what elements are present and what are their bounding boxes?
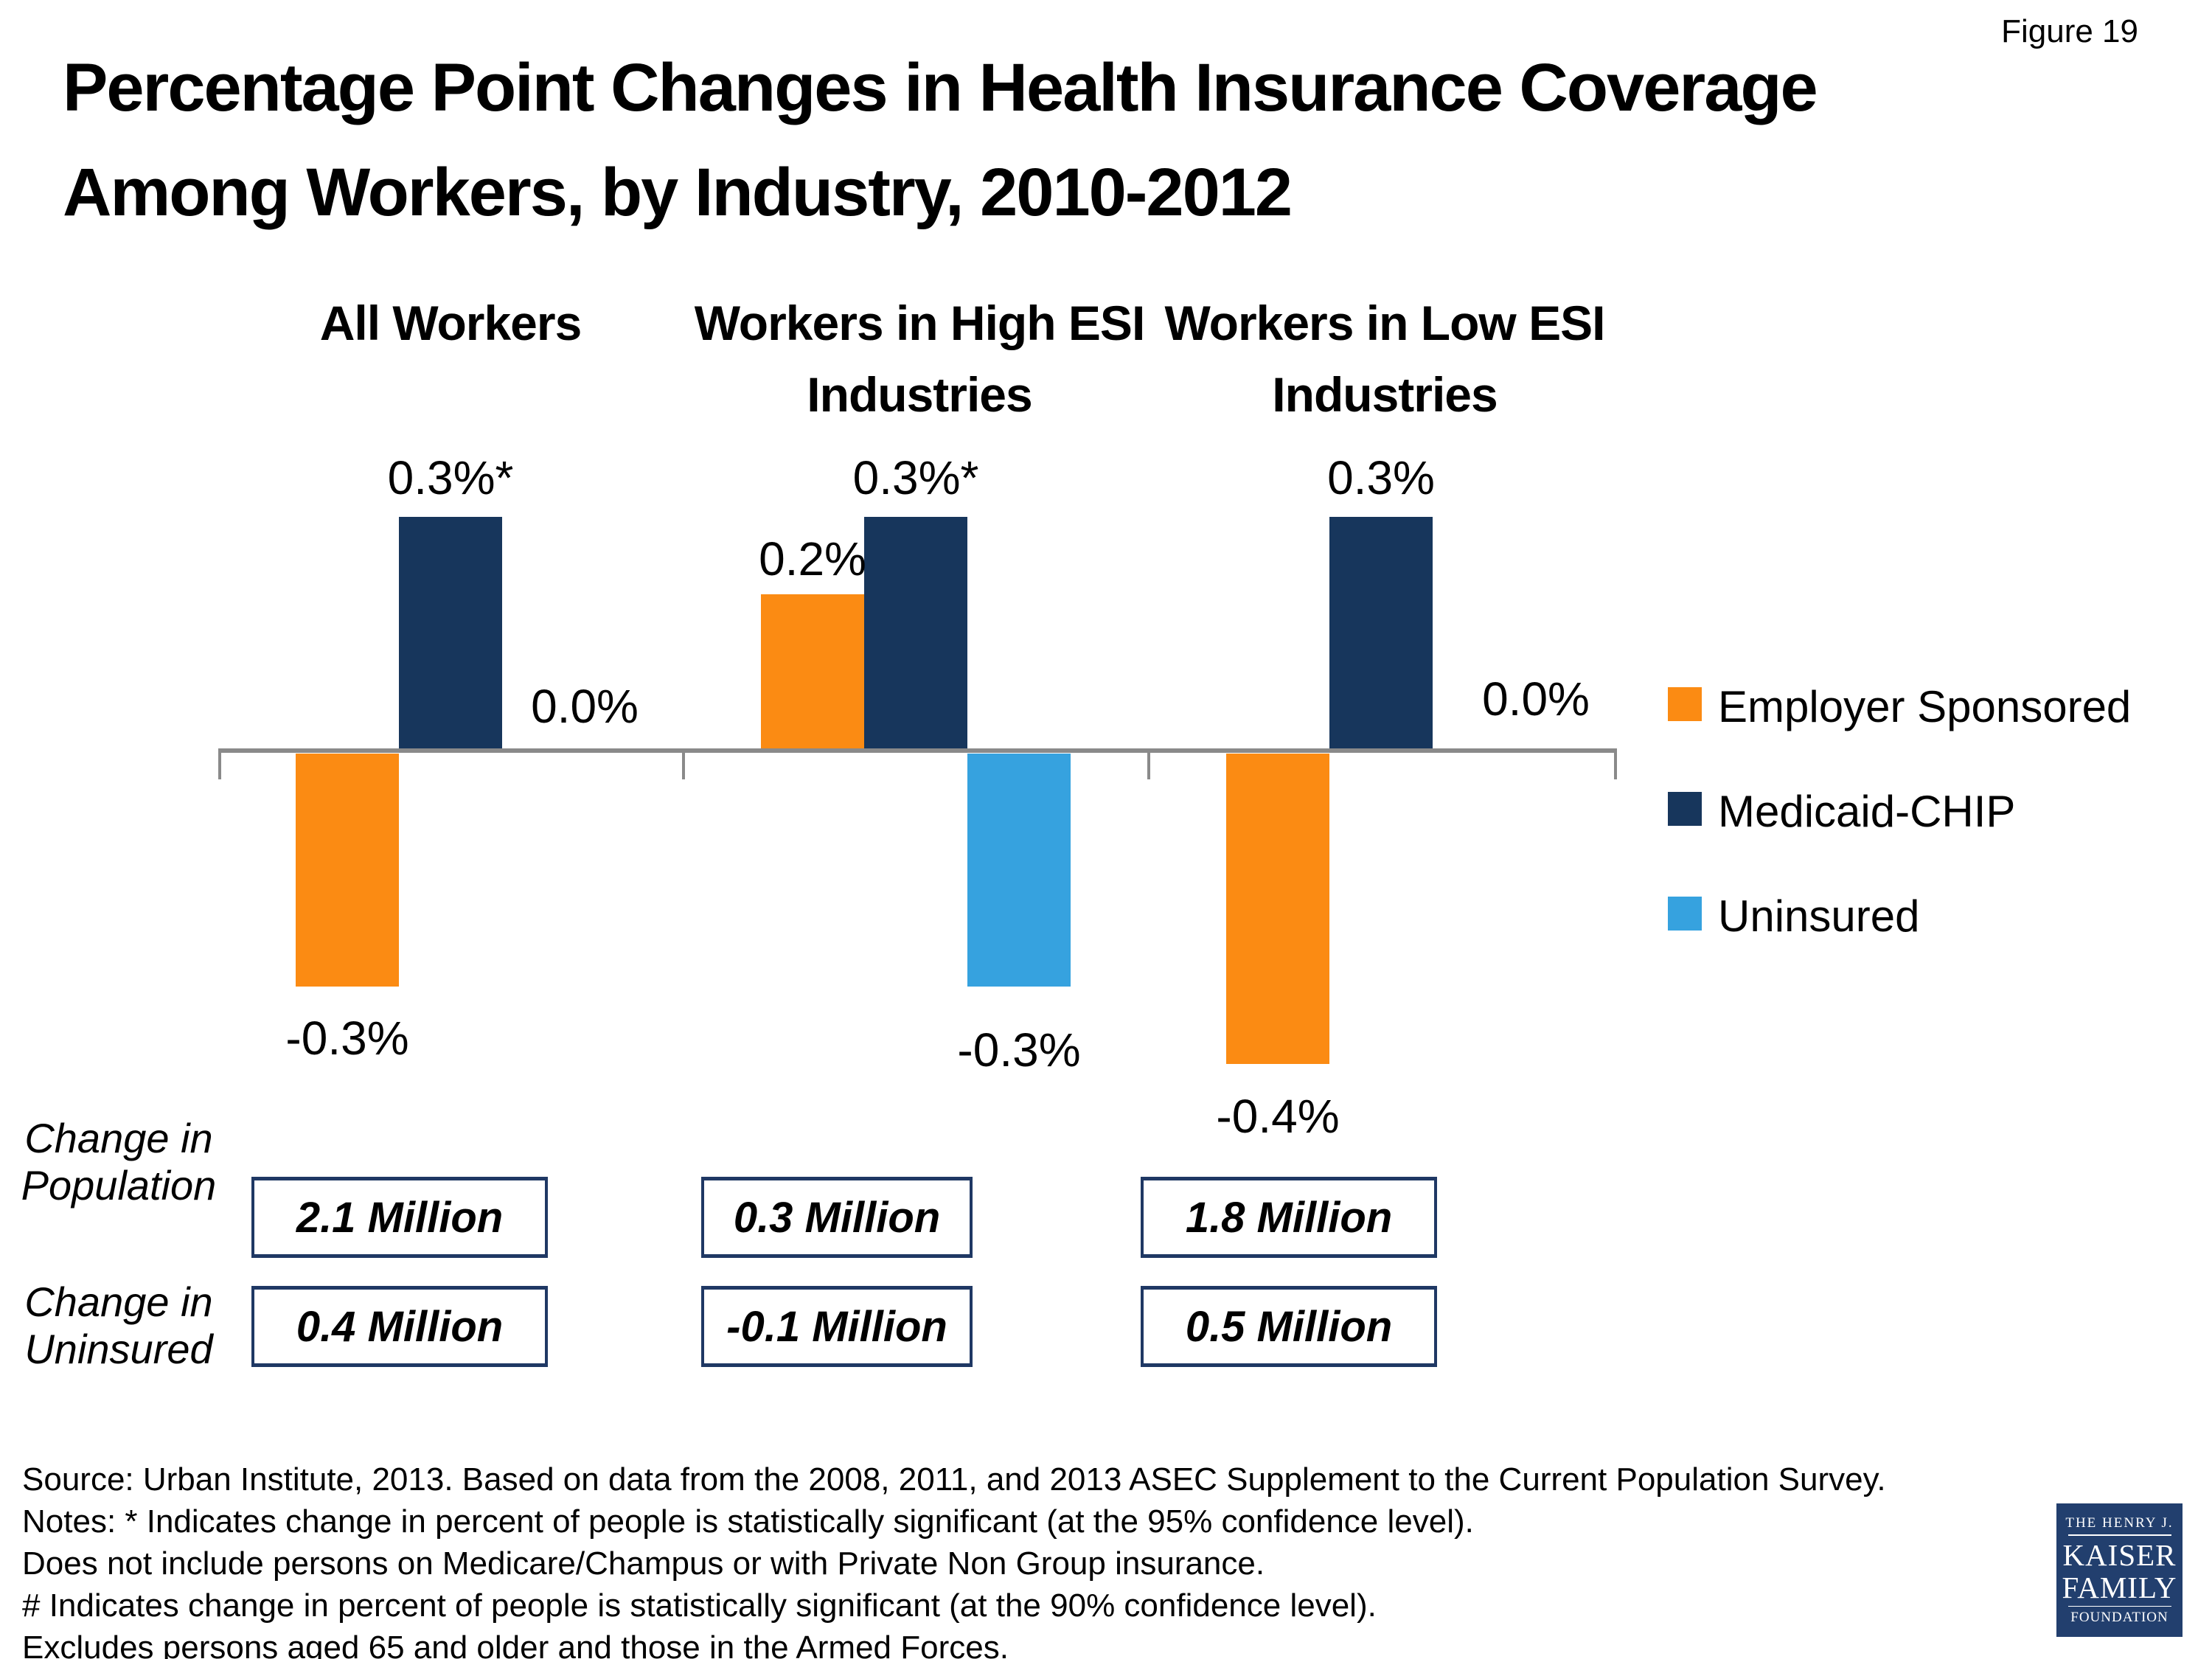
axis-tick: [1614, 753, 1617, 779]
legend-label: Medicaid-CHIP: [1718, 787, 2016, 836]
logo-bottom-text: FOUNDATION: [2070, 1609, 2168, 1625]
value-label-medicaid-all: 0.3%*: [387, 451, 514, 504]
row-label-change-in-uninsured: Change in Uninsured: [0, 1279, 237, 1373]
axis-tick: [1147, 753, 1150, 779]
box-value: 1.8 Million: [1185, 1193, 1393, 1242]
medicaid-chip-swatch-icon: [1668, 792, 1702, 826]
axis-tick: [218, 753, 221, 779]
legend-label: Employer Sponsored: [1718, 682, 2132, 731]
logo-top-text: THE HENRY J.: [2065, 1514, 2174, 1531]
header-line-text: Industries: [1272, 367, 1498, 422]
note-line: Excludes persons aged 65 and older and t…: [22, 1630, 1009, 1659]
box-value: 2.1 Million: [296, 1193, 504, 1242]
uninsured-change-box-low-esi: 0.5 Million: [1141, 1286, 1437, 1367]
value-label-medicaid-low: 0.3%: [1327, 451, 1435, 504]
category-header-high-esi: Workers in High ESI Industries: [661, 288, 1178, 431]
note-line: Does not include persons on Medicare/Cha…: [22, 1545, 1265, 1582]
value-label-esi-low: -0.4%: [1216, 1090, 1340, 1143]
bar-all-workers-employer-sponsored: [296, 754, 399, 987]
row-label-line: Change in: [24, 1115, 213, 1161]
note-line: Source: Urban Institute, 2013. Based on …: [22, 1461, 1886, 1498]
header-line-text: Workers in High ESI: [694, 296, 1146, 350]
source-notes: Source: Urban Institute, 2013. Based on …: [22, 1458, 1886, 1659]
category-header-all-workers: All Workers: [192, 288, 709, 359]
bar-all-workers-medicaid-chip: [399, 517, 502, 750]
uninsured-change-box-high-esi: -0.1 Million: [701, 1286, 973, 1367]
row-label-line: Population: [21, 1162, 217, 1208]
population-change-box-low-esi: 1.8 Million: [1141, 1177, 1437, 1258]
value-label-medicaid-high: 0.3%*: [852, 451, 979, 504]
note-line: Notes: * Indicates change in percent of …: [22, 1503, 1474, 1540]
title-line-1: Percentage Point Changes in Health Insur…: [63, 50, 1818, 125]
kaiser-family-foundation-logo: THE HENRY J. KAISER FAMILY FOUNDATION: [2056, 1503, 2183, 1637]
employer-sponsored-swatch-icon: [1668, 687, 1702, 721]
box-value: 0.4 Million: [296, 1302, 504, 1351]
header-line-text: Industries: [807, 367, 1032, 422]
bar-high-esi-uninsured: [967, 754, 1071, 987]
header-line-text: Workers in Low ESI: [1164, 296, 1606, 350]
uninsured-change-box-all-workers: 0.4 Million: [251, 1286, 548, 1367]
bar-low-esi-medicaid-chip: [1329, 517, 1433, 750]
uninsured-swatch-icon: [1668, 897, 1702, 931]
bar-low-esi-employer-sponsored: [1226, 754, 1329, 1064]
population-change-box-high-esi: 0.3 Million: [701, 1177, 973, 1258]
value-label-uninsured-low: 0.0%: [1482, 672, 1590, 726]
bar-high-esi-employer-sponsored: [761, 594, 864, 750]
value-label-esi-high: 0.2%: [759, 532, 866, 585]
logo-rule: [2067, 1605, 2171, 1607]
note-line: # Indicates change in percent of people …: [22, 1587, 1377, 1624]
legend-label: Uninsured: [1718, 891, 1920, 941]
box-value: 0.5 Million: [1185, 1302, 1393, 1351]
x-axis-line: [218, 748, 1617, 753]
value-label-uninsured-all: 0.0%: [531, 680, 639, 733]
row-label-line: Uninsured: [24, 1326, 213, 1372]
row-label-line: Change in: [24, 1279, 213, 1325]
row-label-change-in-population: Change in Population: [0, 1115, 237, 1209]
logo-rule: [2067, 1534, 2171, 1536]
category-header-low-esi: Workers in Low ESI Industries: [1127, 288, 1643, 431]
value-label-esi-all: -0.3%: [285, 1012, 409, 1065]
axis-tick: [682, 753, 685, 779]
figure-number: Figure 19: [2001, 13, 2138, 49]
box-value: 0.3 Million: [733, 1193, 941, 1242]
box-value: -0.1 Million: [726, 1302, 947, 1351]
logo-family-text: FAMILY: [2062, 1570, 2177, 1604]
logo-kaiser-text: KAISER: [2062, 1537, 2177, 1572]
page-title: Percentage Point Changes in Health Insur…: [63, 35, 1818, 245]
header-line-text: All Workers: [319, 296, 582, 350]
bar-high-esi-medicaid-chip: [864, 517, 967, 750]
title-line-2: Among Workers, by Industry, 2010-2012: [63, 155, 1293, 230]
value-label-uninsured-high: -0.3%: [957, 1023, 1081, 1077]
population-change-box-all-workers: 2.1 Million: [251, 1177, 548, 1258]
